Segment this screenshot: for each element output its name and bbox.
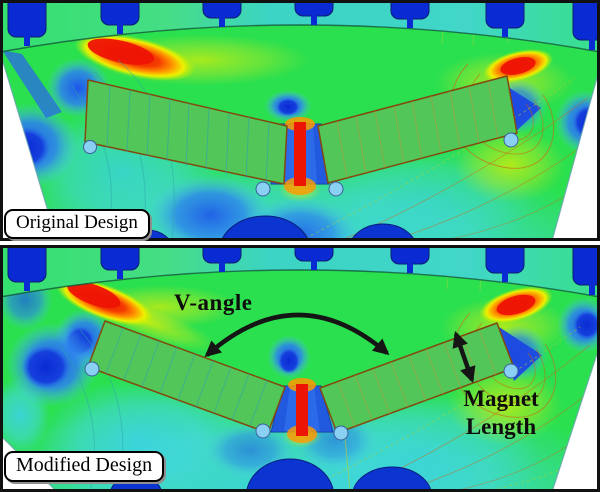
- panel-border-original: [0, 0, 600, 241]
- fea-plot-original: [0, 0, 600, 241]
- modified-design-label: Modified Design: [4, 451, 165, 482]
- bridge-hotspot-right: [479, 286, 553, 324]
- modified-design-label-text: Modified Design: [16, 454, 153, 476]
- panel-border-modified: [0, 245, 600, 492]
- magnet-right: [317, 75, 518, 184]
- fea-plot-modified: [0, 245, 600, 492]
- original-design-label: Original Design: [4, 209, 150, 239]
- center-bridge: [270, 378, 334, 448]
- stator-band: [0, 245, 600, 298]
- bridge-hotspot-right: [482, 49, 554, 83]
- bridge-hotspot-left: [74, 33, 196, 81]
- magnet-corner-notches: [83, 132, 519, 197]
- magnet-corner-notches: [84, 361, 519, 441]
- magnet-length-arrow: [452, 330, 476, 384]
- magnet-length-line1: Magnet: [463, 386, 539, 411]
- v-angle-annotation: V-angle: [174, 290, 253, 315]
- stator-slots: [7, 245, 600, 295]
- original-design-label-text: Original Design: [16, 212, 138, 233]
- magnet-length-annotation: Magnet Length: [448, 385, 554, 441]
- stator-band: [0, 0, 600, 53]
- sector-boundary-mask: [0, 51, 600, 241]
- v-angle-arrow: [204, 312, 390, 358]
- magnet-left: [84, 79, 288, 185]
- magnet-length-line2: Length: [465, 414, 537, 439]
- stator-slots: [7, 0, 600, 50]
- bridge-hotspot-left: [55, 278, 155, 326]
